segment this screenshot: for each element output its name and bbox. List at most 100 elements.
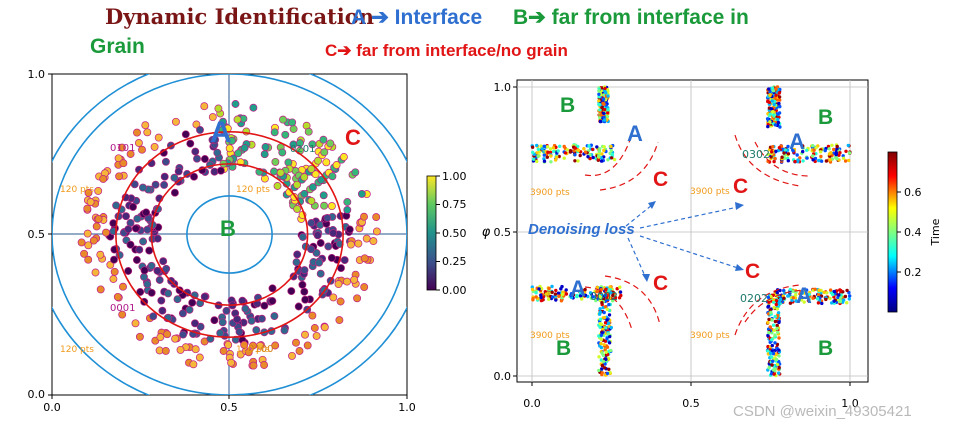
grain-point [535,143,539,148]
right-colorbar-label: Time [929,218,942,246]
grain-point [780,155,784,159]
scatter-point [112,201,121,210]
grain-point [767,330,771,335]
scatter-point [219,347,228,355]
grain-point [776,112,780,116]
grain-point [599,341,603,346]
grain-point [772,372,776,376]
scatter-point [119,282,127,291]
grain-point [765,117,770,121]
grain-point [782,296,786,300]
scatter-point [129,202,137,211]
scatter-point [360,212,368,221]
grain-point [611,293,615,298]
left-scatter-plot: 0.0 0.5 1.0 0.0 0.5 1.0 0101 0201 0001 0… [28,68,416,414]
grain-point [771,113,776,117]
scatter-point [256,341,264,350]
scatter-point [292,338,300,347]
scatter-point [175,286,184,295]
grain-point [598,119,603,124]
grain-point [820,301,824,306]
grain-point [848,294,852,298]
scatter-point [308,311,317,320]
scatter-point [260,361,269,369]
scatter-point [249,103,258,112]
grain-point [610,152,615,157]
scatter-point [185,305,194,314]
scatter-point [354,239,363,248]
grain-point [841,298,846,302]
grain-point [778,299,782,303]
scatter-point [210,316,219,325]
scatter-point [188,298,197,307]
scatter-point [118,310,127,319]
grain-point [770,363,774,367]
grain-point [766,344,770,349]
scatter-point [345,225,354,234]
scatter-point [340,256,349,265]
grain-point [843,159,848,163]
grain-point [603,118,607,122]
grain-point [547,297,551,301]
grain-point [766,304,771,308]
grain-point [535,151,539,155]
grain-point [594,298,598,303]
left-colorbar-tick-050: 0.50 [442,227,467,240]
denoising-arrows [625,204,739,277]
grain-point [772,300,776,304]
legend-grain: Grain [90,35,145,58]
scatter-point [179,330,188,339]
scatter-point [233,315,242,324]
grain-point [575,293,579,298]
scatter-point [143,280,152,289]
grain-point [771,145,775,149]
grain-point [554,298,558,302]
grain-point [815,297,820,301]
grain-point [775,362,780,367]
scatter-point [157,296,166,305]
grain-point [766,320,770,325]
legend-b-far-from-interface: B➔ far from interface in [513,6,749,29]
grain-point [778,125,782,129]
grain-point [772,306,776,310]
grain-point [553,292,558,296]
right-scatter-plot: 0.0 0.5 1.0 0.0 0.5 1.0 φ B B B B A A A … [482,79,869,410]
grain-point [601,101,605,106]
scatter-point [320,323,329,332]
grain-point [597,368,601,373]
grain-point [545,155,549,159]
grain-point [572,149,576,153]
grain-point [835,144,839,149]
scatter-point [308,183,317,192]
scatter-point [170,188,179,197]
scatter-point [122,212,130,221]
grain-point [774,352,778,357]
scatter-point [327,253,336,262]
grain-point [828,296,832,301]
grain-point [801,149,805,154]
left-xtick-1: 0.5 [220,401,238,414]
grain-point [825,291,829,295]
grain-point [605,345,610,349]
scatter-point [131,224,140,233]
grain-point [580,291,584,296]
grain-point [569,293,573,298]
scatter-point [294,302,303,311]
grain-point [837,293,841,297]
grain-point [617,296,622,300]
grain-point [768,112,772,116]
grain-point [791,289,795,293]
grain-point [583,150,588,154]
grain-point [599,159,604,163]
scatter-point [303,341,312,350]
grain-point [786,294,790,298]
scatter-point [195,353,204,362]
right-grain-label-0002: 0002 [590,290,618,303]
grain-point [773,319,778,324]
scatter-point [307,165,316,173]
grain-point [777,336,781,340]
grain-point [548,150,553,155]
grain-point [536,147,540,151]
grain-point [773,96,777,100]
grain-point [769,355,774,359]
